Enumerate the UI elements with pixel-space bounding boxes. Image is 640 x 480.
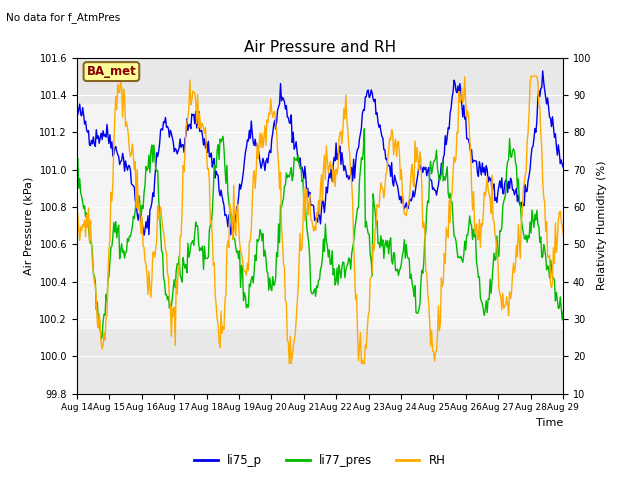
Y-axis label: Relativity Humidity (%): Relativity Humidity (%) xyxy=(597,161,607,290)
Bar xyxy=(77,104,563,328)
X-axis label: Time: Time xyxy=(536,418,563,428)
Text: BA_met: BA_met xyxy=(86,65,136,78)
Text: No data for f_AtmPres: No data for f_AtmPres xyxy=(6,12,121,23)
Legend: li75_p, li77_pres, RH: li75_p, li77_pres, RH xyxy=(189,449,451,472)
Y-axis label: Air Pressure (kPa): Air Pressure (kPa) xyxy=(24,177,34,275)
Title: Air Pressure and RH: Air Pressure and RH xyxy=(244,40,396,55)
